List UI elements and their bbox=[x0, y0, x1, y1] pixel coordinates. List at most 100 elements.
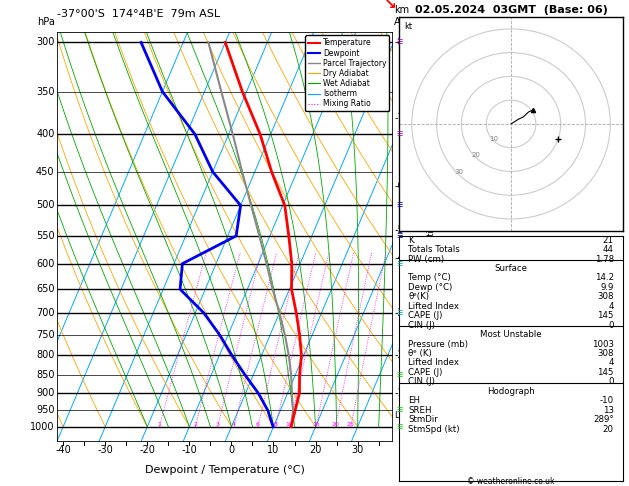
Text: 0: 0 bbox=[228, 446, 235, 455]
Text: 4: 4 bbox=[608, 358, 614, 367]
Text: CAPE (J): CAPE (J) bbox=[408, 311, 443, 320]
Text: ☰: ☰ bbox=[396, 39, 403, 45]
Text: ☰: ☰ bbox=[396, 131, 403, 137]
Text: -1: -1 bbox=[394, 388, 404, 398]
Text: Lifted Index: Lifted Index bbox=[408, 358, 459, 367]
Text: 308: 308 bbox=[598, 293, 614, 301]
Text: ☰: ☰ bbox=[396, 260, 403, 267]
Text: 450: 450 bbox=[36, 167, 55, 177]
Text: 750: 750 bbox=[36, 330, 55, 340]
Text: Temp (°C): Temp (°C) bbox=[408, 274, 451, 282]
Text: 30: 30 bbox=[352, 446, 364, 455]
Text: -10: -10 bbox=[599, 396, 614, 405]
Text: 30: 30 bbox=[455, 169, 464, 175]
Legend: Temperature, Dewpoint, Parcel Trajectory, Dry Adiabat, Wet Adiabat, Isotherm, Mi: Temperature, Dewpoint, Parcel Trajectory… bbox=[305, 35, 389, 111]
Text: 6: 6 bbox=[256, 422, 260, 427]
Text: -30: -30 bbox=[97, 446, 113, 455]
Text: 20: 20 bbox=[331, 422, 340, 427]
Text: 4: 4 bbox=[608, 302, 614, 311]
Text: 02.05.2024  03GMT  (Base: 06): 02.05.2024 03GMT (Base: 06) bbox=[415, 4, 608, 15]
Text: 3: 3 bbox=[216, 422, 220, 427]
Text: ☰: ☰ bbox=[396, 372, 403, 378]
Text: 4: 4 bbox=[232, 422, 236, 427]
Text: -37°00'S  174°4B'E  79m ASL: -37°00'S 174°4B'E 79m ASL bbox=[57, 9, 220, 19]
Text: 20: 20 bbox=[472, 152, 481, 158]
Text: 850: 850 bbox=[36, 370, 55, 380]
Text: 21: 21 bbox=[603, 236, 614, 245]
Text: 13: 13 bbox=[603, 406, 614, 415]
Text: kt: kt bbox=[404, 22, 413, 31]
Text: 0: 0 bbox=[608, 321, 614, 330]
Text: 44: 44 bbox=[603, 245, 614, 254]
Text: StmDir: StmDir bbox=[408, 415, 438, 424]
Text: hPa: hPa bbox=[36, 17, 55, 27]
Text: Surface: Surface bbox=[494, 264, 528, 273]
Text: PW (cm): PW (cm) bbox=[408, 255, 445, 263]
Text: 800: 800 bbox=[36, 350, 55, 361]
Text: ☰: ☰ bbox=[396, 310, 403, 316]
Text: © weatheronline.co.uk: © weatheronline.co.uk bbox=[467, 477, 555, 486]
Text: 8: 8 bbox=[274, 422, 277, 427]
Text: 650: 650 bbox=[36, 284, 55, 294]
Text: Totals Totals: Totals Totals bbox=[408, 245, 460, 254]
Text: θᵉ (K): θᵉ (K) bbox=[408, 349, 432, 358]
Text: 700: 700 bbox=[36, 308, 55, 318]
Text: 9.9: 9.9 bbox=[601, 283, 614, 292]
Text: -2: -2 bbox=[394, 350, 404, 361]
Text: 145: 145 bbox=[598, 368, 614, 377]
Text: SREH: SREH bbox=[408, 406, 432, 415]
Text: -8: -8 bbox=[394, 37, 404, 48]
Text: -7: -7 bbox=[394, 113, 404, 123]
Text: Lifted Index: Lifted Index bbox=[408, 302, 459, 311]
Text: 14.2: 14.2 bbox=[594, 274, 614, 282]
Text: km
ASL: km ASL bbox=[394, 5, 413, 27]
Text: StmSpd (kt): StmSpd (kt) bbox=[408, 424, 460, 434]
Text: Hodograph: Hodograph bbox=[487, 387, 535, 396]
Text: -5: -5 bbox=[394, 225, 404, 235]
Text: K: K bbox=[408, 236, 414, 245]
Text: Most Unstable: Most Unstable bbox=[481, 330, 542, 339]
Text: ☰: ☰ bbox=[396, 424, 403, 430]
Text: 1.78: 1.78 bbox=[594, 255, 614, 263]
Text: 308: 308 bbox=[598, 349, 614, 358]
Text: CAPE (J): CAPE (J) bbox=[408, 368, 443, 377]
Text: CIN (J): CIN (J) bbox=[408, 377, 435, 386]
Text: -10: -10 bbox=[182, 446, 198, 455]
Text: 1: 1 bbox=[157, 422, 161, 427]
Text: 500: 500 bbox=[36, 200, 55, 210]
Text: 550: 550 bbox=[36, 231, 55, 241]
Text: -20: -20 bbox=[140, 446, 155, 455]
Text: ↘: ↘ bbox=[384, 0, 396, 12]
Text: Dewpoint / Temperature (°C): Dewpoint / Temperature (°C) bbox=[145, 465, 305, 475]
Text: 0: 0 bbox=[608, 377, 614, 386]
Text: Pressure (mb): Pressure (mb) bbox=[408, 340, 469, 348]
Text: 25: 25 bbox=[347, 422, 355, 427]
Text: 10: 10 bbox=[267, 446, 280, 455]
Text: -3: -3 bbox=[394, 308, 404, 318]
Text: 20: 20 bbox=[603, 424, 614, 434]
Text: EH: EH bbox=[408, 396, 420, 405]
Text: 289°: 289° bbox=[593, 415, 614, 424]
Text: LCL: LCL bbox=[394, 411, 409, 420]
Text: θᵉ(K): θᵉ(K) bbox=[408, 293, 430, 301]
Text: ☰: ☰ bbox=[396, 407, 403, 413]
Text: 2: 2 bbox=[193, 422, 198, 427]
Text: Dewp (°C): Dewp (°C) bbox=[408, 283, 453, 292]
Text: -6: -6 bbox=[394, 181, 404, 191]
Text: 300: 300 bbox=[36, 37, 55, 48]
Text: 950: 950 bbox=[36, 405, 55, 416]
Text: 1003: 1003 bbox=[592, 340, 614, 348]
Text: Mixing Ratio (g/kg): Mixing Ratio (g/kg) bbox=[426, 197, 436, 277]
Text: 10: 10 bbox=[489, 136, 498, 141]
Text: 600: 600 bbox=[36, 259, 55, 269]
Text: ☰: ☰ bbox=[396, 203, 403, 208]
Text: 20: 20 bbox=[309, 446, 322, 455]
Text: 400: 400 bbox=[36, 129, 55, 139]
Text: 1000: 1000 bbox=[30, 422, 55, 432]
Text: CIN (J): CIN (J) bbox=[408, 321, 435, 330]
Text: 350: 350 bbox=[36, 87, 55, 97]
Text: 900: 900 bbox=[36, 388, 55, 398]
Text: -4: -4 bbox=[394, 253, 404, 263]
Text: 145: 145 bbox=[598, 311, 614, 320]
Text: ☰: ☰ bbox=[396, 233, 403, 239]
